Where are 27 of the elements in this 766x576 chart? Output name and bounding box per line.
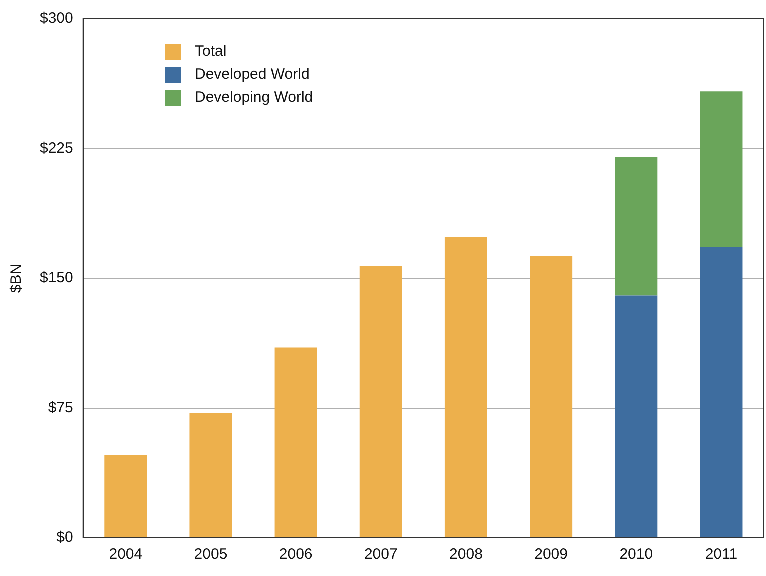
y-tick-label: $0 bbox=[56, 529, 74, 546]
bar bbox=[104, 454, 148, 538]
x-tick-label: 2011 bbox=[705, 546, 738, 564]
y-tick-label: $75 bbox=[48, 399, 74, 416]
legend-label: Developing World bbox=[195, 89, 314, 106]
bar bbox=[700, 247, 743, 538]
x-tick-label: 2009 bbox=[534, 546, 568, 564]
x-tick-label: 2004 bbox=[109, 546, 143, 564]
legend-label: Developed World bbox=[195, 66, 310, 83]
x-tick-label: 2006 bbox=[279, 546, 313, 564]
x-tick-label: 2008 bbox=[450, 546, 483, 564]
bar bbox=[530, 256, 573, 538]
y-axis-title: $BN bbox=[8, 264, 26, 294]
y-tick-label: $300 bbox=[40, 10, 74, 28]
bar bbox=[615, 157, 658, 296]
x-tick-label: 2005 bbox=[194, 546, 228, 564]
bar bbox=[190, 413, 232, 538]
x-tick-label: 2007 bbox=[364, 546, 398, 564]
bar bbox=[615, 296, 658, 538]
y-tick-label: $225 bbox=[40, 140, 74, 157]
bar bbox=[360, 266, 402, 538]
legend-label: Total bbox=[195, 43, 227, 60]
x-tick-label: 2010 bbox=[620, 546, 654, 564]
bar bbox=[444, 236, 488, 538]
bar bbox=[700, 92, 743, 248]
y-tick-label: $150 bbox=[40, 270, 74, 287]
bar bbox=[274, 348, 318, 538]
